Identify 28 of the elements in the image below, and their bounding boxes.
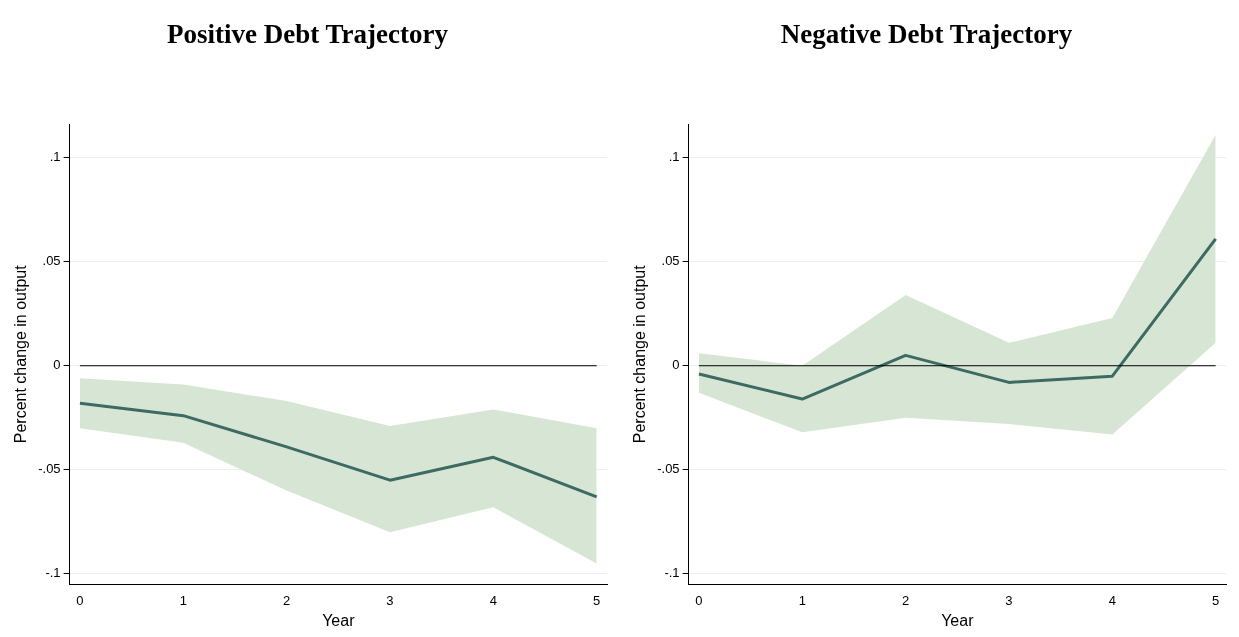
x-tick-label: 2	[283, 592, 291, 608]
y-tick-label: .05	[42, 253, 61, 269]
x-tick-label: 0	[695, 592, 703, 608]
x-tick-label: 1	[798, 592, 806, 608]
x-tick-label: 5	[593, 592, 601, 608]
x-tick-label: 5	[1212, 592, 1220, 608]
y-tick-label: .1	[668, 149, 680, 165]
y-tick-label: -.1	[664, 565, 680, 581]
x-tick-label: 0	[76, 592, 84, 608]
y-tick-label: -.05	[657, 461, 680, 477]
x-tick-label: 4	[489, 592, 497, 608]
y-tick-label: .1	[49, 149, 61, 165]
y-tick-label: -.1	[45, 565, 61, 581]
x-tick-label: 1	[179, 592, 187, 608]
y-axis-title: Percent change in output	[12, 264, 30, 444]
y-axis-title: Percent change in output	[631, 264, 649, 444]
x-tick-label: 4	[1108, 592, 1116, 608]
y-tick-label: 0	[53, 357, 61, 373]
y-tick-label: -.05	[38, 461, 61, 477]
x-axis-title: Year	[941, 611, 975, 629]
x-tick-label: 3	[1005, 592, 1013, 608]
x-tick-label: 3	[386, 592, 394, 608]
x-axis-title: Year	[322, 611, 356, 629]
y-tick-label: 0	[672, 357, 680, 373]
y-tick-label: .05	[661, 253, 680, 269]
x-tick-label: 2	[902, 592, 910, 608]
chart-title: Positive Debt Trajectory	[167, 19, 449, 50]
chart-title: Negative Debt Trajectory	[780, 19, 1073, 50]
